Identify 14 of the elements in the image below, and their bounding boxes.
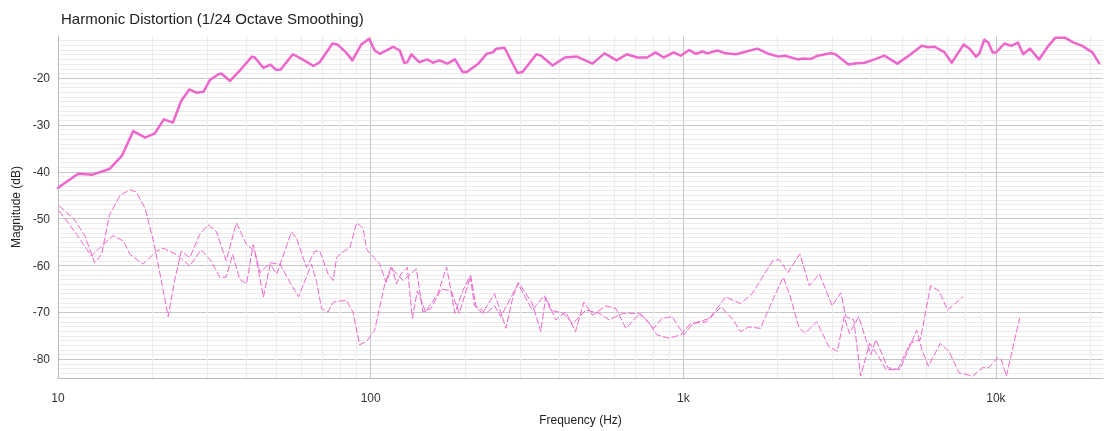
y-tick-label: -60 (32, 258, 51, 273)
x-axis-title: Frequency (Hz) (539, 413, 622, 427)
y-tick-label: -40 (32, 164, 51, 179)
chart-title: Harmonic Distortion (1/24 Octave Smoothing) (61, 10, 364, 27)
y-tick-label: -80 (32, 352, 51, 367)
y-tick-label: -70 (32, 305, 51, 320)
y-tick-label: -50 (32, 211, 51, 226)
x-tick-label: 10k (986, 391, 1007, 405)
y-axis-title: Magnitude (dB) (8, 165, 23, 249)
x-tick-label: 10 (51, 391, 65, 405)
y-tick-label: -20 (32, 71, 51, 86)
y-tick-label: -30 (32, 118, 51, 133)
x-tick-label: 100 (360, 391, 381, 405)
x-tick-label: 1k (676, 391, 691, 405)
